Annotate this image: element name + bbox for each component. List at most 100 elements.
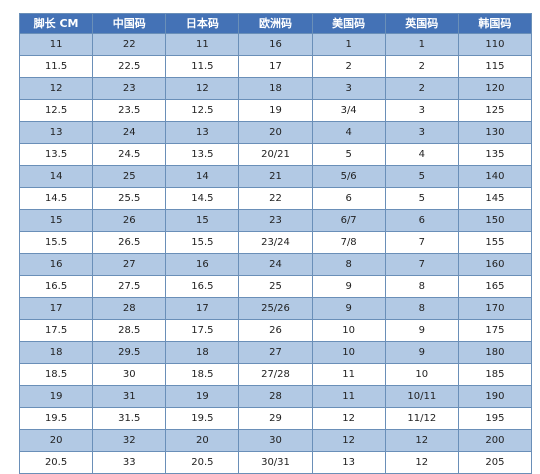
table-cell: 150 <box>457 209 533 232</box>
table-cell: 12 <box>18 77 94 100</box>
table-cell: 11/12 <box>384 407 459 430</box>
table-cell: 125 <box>457 99 533 122</box>
table-cell: 30/31 <box>238 451 313 474</box>
table-row: 11.5 22.5 11.5 17 2 2 115 <box>18 55 533 78</box>
table-cell: 5 <box>311 143 386 166</box>
table-cell: 11 <box>311 385 386 408</box>
table-cell: 20.5 <box>165 451 240 474</box>
table-cell: 27 <box>238 341 313 364</box>
column-header: 脚长 CM <box>18 13 94 34</box>
table-cell: 175 <box>457 319 533 342</box>
table-row: 14.5 25.5 14.5 22 6 5 145 <box>18 187 533 210</box>
table-cell: 190 <box>457 385 533 408</box>
table-cell: 15.5 <box>165 231 240 254</box>
table-cell: 185 <box>457 363 533 386</box>
table-cell: 29.5 <box>92 341 167 364</box>
table-cell: 9 <box>311 297 386 320</box>
table-cell: 16 <box>18 253 94 276</box>
table-row: 20.5 33 20.5 30/31 13 12 205 <box>18 451 533 474</box>
table-cell: 26 <box>238 319 313 342</box>
table-cell: 8 <box>311 253 386 276</box>
table-cell: 19 <box>18 385 94 408</box>
table-cell: 22 <box>238 187 313 210</box>
table-cell: 120 <box>457 77 533 100</box>
table-cell: 3 <box>311 77 386 100</box>
table-row: 16.5 27.5 16.5 25 9 8 165 <box>18 275 533 298</box>
table-cell: 18.5 <box>165 363 240 386</box>
table-cell: 130 <box>457 121 533 144</box>
table-cell: 14 <box>165 165 240 188</box>
table-cell: 155 <box>457 231 533 254</box>
table-cell: 12 <box>311 407 386 430</box>
table-cell: 27 <box>92 253 167 276</box>
table-cell: 20 <box>165 429 240 452</box>
size-chart: 脚长 CM 中国码 日本码 欧洲码 美国码 英国码 韩国码 11 22 11 16 1 1 110 11.… <box>18 13 533 474</box>
table-cell: 19 <box>238 99 313 122</box>
table-cell: 1 <box>311 33 386 56</box>
table-cell: 9 <box>311 275 386 298</box>
table-cell: 24 <box>92 121 167 144</box>
table-cell: 20 <box>18 429 94 452</box>
table-cell: 20.5 <box>18 451 94 474</box>
table-cell: 195 <box>457 407 533 430</box>
table-cell: 12.5 <box>18 99 94 122</box>
table-cell: 5 <box>384 165 459 188</box>
table-row: 19.5 31.5 19.5 29 12 11/12 195 <box>18 407 533 430</box>
table-cell: 3/4 <box>311 99 386 122</box>
table-cell: 10/11 <box>384 385 459 408</box>
table-cell: 27.5 <box>92 275 167 298</box>
table-cell: 14 <box>18 165 94 188</box>
table-cell: 28.5 <box>92 319 167 342</box>
table-cell: 17 <box>165 297 240 320</box>
table-cell: 26 <box>92 209 167 232</box>
table-cell: 32 <box>92 429 167 452</box>
table-cell: 25 <box>238 275 313 298</box>
table-cell: 135 <box>457 143 533 166</box>
table-cell: 23 <box>92 77 167 100</box>
table-cell: 5 <box>384 187 459 210</box>
table-row: 19 31 19 28 11 10/11 190 <box>18 385 533 408</box>
table-cell: 1 <box>384 33 459 56</box>
table-cell: 3 <box>384 99 459 122</box>
table-cell: 3 <box>384 121 459 144</box>
table-cell: 26.5 <box>92 231 167 254</box>
table-cell: 11.5 <box>18 55 94 78</box>
table-cell: 18.5 <box>18 363 94 386</box>
table-cell: 13 <box>18 121 94 144</box>
table-cell: 8 <box>384 297 459 320</box>
table-row: 13.5 24.5 13.5 20/21 5 4 135 <box>18 143 533 166</box>
table-cell: 17 <box>18 297 94 320</box>
table-header-row: 脚长 CM 中国码 日本码 欧洲码 美国码 英国码 韩国码 <box>18 13 533 34</box>
column-header: 欧洲码 <box>238 13 313 34</box>
table-cell: 2 <box>384 55 459 78</box>
table-row: 15.5 26.5 15.5 23/24 7/8 7 155 <box>18 231 533 254</box>
table-cell: 16 <box>165 253 240 276</box>
table-cell: 24.5 <box>92 143 167 166</box>
table-cell: 31.5 <box>92 407 167 430</box>
table-cell: 110 <box>457 33 533 56</box>
column-header: 日本码 <box>165 13 240 34</box>
table-cell: 10 <box>384 363 459 386</box>
table-cell: 11.5 <box>165 55 240 78</box>
table-row: 15 26 15 23 6/7 6 150 <box>18 209 533 232</box>
table-row: 14 25 14 21 5/6 5 140 <box>18 165 533 188</box>
table-cell: 19 <box>165 385 240 408</box>
table-cell: 12.5 <box>165 99 240 122</box>
table-cell: 20/21 <box>238 143 313 166</box>
table-cell: 18 <box>238 77 313 100</box>
table-cell: 10 <box>311 319 386 342</box>
table-cell: 9 <box>384 319 459 342</box>
table-cell: 22.5 <box>92 55 167 78</box>
table-cell: 12 <box>384 451 459 474</box>
table-cell: 17.5 <box>165 319 240 342</box>
table-row: 18.5 30 18.5 27/28 11 10 185 <box>18 363 533 386</box>
table-cell: 2 <box>311 55 386 78</box>
table-cell: 29 <box>238 407 313 430</box>
table-cell: 7 <box>384 231 459 254</box>
table-cell: 20 <box>238 121 313 144</box>
table-cell: 16.5 <box>165 275 240 298</box>
table-row: 13 24 13 20 4 3 130 <box>18 121 533 144</box>
table-cell: 8 <box>384 275 459 298</box>
table-cell: 16 <box>238 33 313 56</box>
table-row: 11 22 11 16 1 1 110 <box>18 33 533 56</box>
